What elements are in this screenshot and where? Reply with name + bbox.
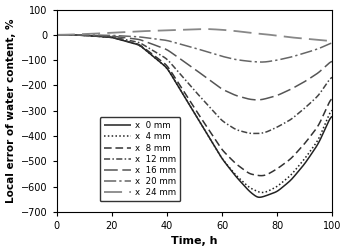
Legend: x  0 mm, x  4 mm, x  8 mm, x  12 mm, x  16 mm, x  20 mm, x  24 mm: x 0 mm, x 4 mm, x 8 mm, x 12 mm, x 16 mm… <box>100 117 180 202</box>
Y-axis label: Local error of water content, %: Local error of water content, % <box>6 18 16 203</box>
X-axis label: Time, h: Time, h <box>171 236 218 246</box>
